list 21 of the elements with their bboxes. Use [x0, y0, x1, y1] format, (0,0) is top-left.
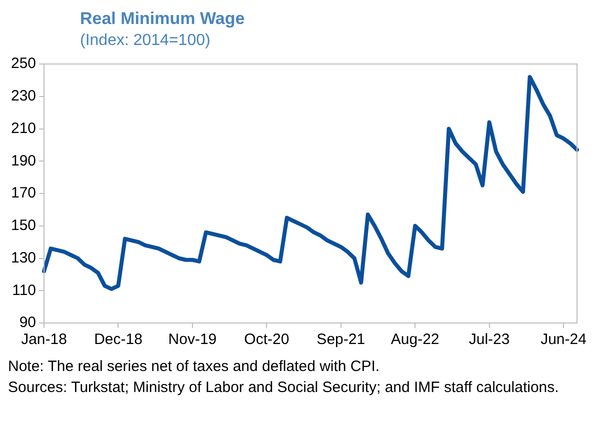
chart-subtitle: (Index: 2014=100)	[80, 31, 212, 51]
y-tick-label: 170	[10, 184, 36, 202]
x-tick-label: Jun-24	[540, 331, 586, 348]
y-tick-label: 250	[10, 55, 36, 72]
x-tick-label: Jul-23	[468, 331, 510, 348]
y-tick-label: 90	[19, 314, 36, 332]
source-note: Sources: Turkstat; Ministry of Labor and Social Security; and IMF staff calculations.	[8, 378, 560, 398]
y-tick-label: 210	[10, 120, 36, 137]
x-tick-label: Nov-19	[168, 331, 217, 348]
y-tick-label: 110	[12, 282, 36, 299]
y-tick-label: 150	[10, 217, 36, 234]
x-tick-label: Sep-21	[316, 331, 366, 348]
y-tick-label: 230	[10, 88, 36, 105]
text: Note: The real series net of taxes and deflated with CPI.	[8, 357, 381, 377]
y-tick-label: 190	[10, 152, 36, 170]
x-tick-label: Oct-20	[244, 331, 290, 348]
y-tick-label: 130	[10, 249, 36, 266]
x-tick-label: Jan-18	[21, 331, 67, 348]
chart-title: Real Minimum Wage	[80, 8, 246, 30]
x-tick-label: Aug-22	[390, 331, 440, 348]
x-tick-label: Dec-18	[94, 331, 142, 348]
